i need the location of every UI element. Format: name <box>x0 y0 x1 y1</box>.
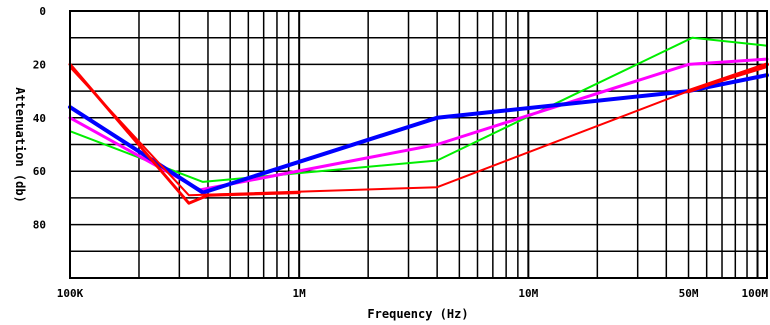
grid <box>70 11 767 278</box>
x-tick-label: 1M <box>293 287 307 300</box>
x-tick-label: 100M <box>742 287 769 300</box>
plot-frame <box>69 10 768 279</box>
y-tick-label: 0 <box>39 5 46 18</box>
y-tick-label: 60 <box>33 165 46 178</box>
x-tick-label: 100K <box>57 287 84 300</box>
x-tick-label: 10M <box>518 287 538 300</box>
series-lines <box>68 36 769 205</box>
y-axis-title: Attenuation (db) <box>13 87 27 203</box>
series-line-5 <box>68 62 301 205</box>
series-line-3 <box>68 73 769 195</box>
x-axis-title: Frequency (Hz) <box>367 307 468 321</box>
series-line-1 <box>69 36 768 183</box>
x-tick-label: 50M <box>679 287 699 300</box>
tick-labels: 100K 1M 10M 50M 100M 0 20 40 60 80 <box>33 5 769 300</box>
y-tick-label: 20 <box>33 58 46 71</box>
series-line-6 <box>686 62 769 94</box>
y-tick-label: 40 <box>33 112 46 125</box>
y-tick-label: 80 <box>33 219 46 232</box>
